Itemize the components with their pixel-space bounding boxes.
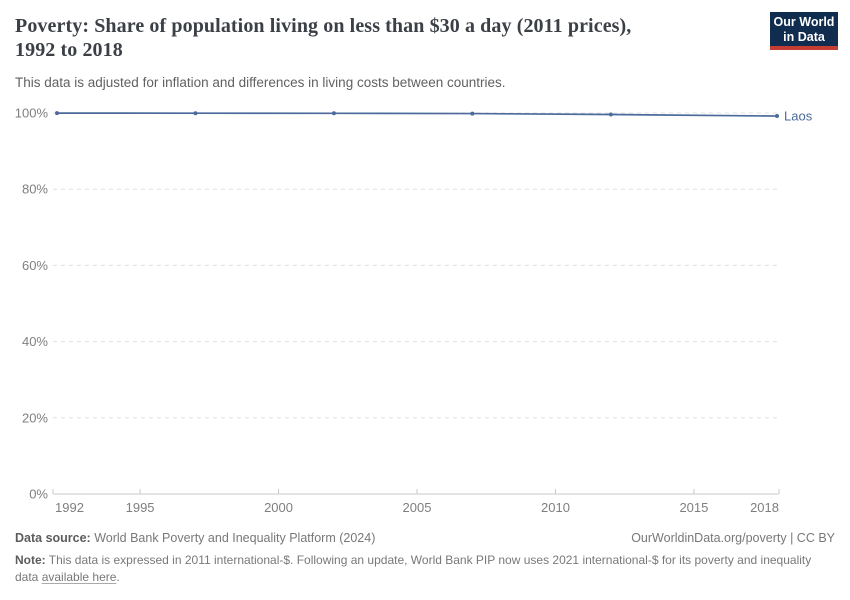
data-source-value: World Bank Poverty and Inequality Platfo… <box>90 531 376 545</box>
note-period: . <box>116 569 120 584</box>
y-tick-label-60: 60% <box>22 258 48 273</box>
x-tick-label-2000: 2000 <box>264 500 293 515</box>
chart-subtitle: This data is adjusted for inflation and … <box>15 75 506 90</box>
attribution: OurWorldinData.org/poverty | CC BY <box>631 531 835 545</box>
y-tick-label-20: 20% <box>22 410 48 425</box>
data-point-1992[interactable] <box>55 111 59 116</box>
series-line-laos[interactable] <box>56 112 778 117</box>
owid-logo[interactable]: Our World in Data <box>770 12 838 50</box>
data-point-2002[interactable] <box>331 111 336 116</box>
data-point-1997[interactable] <box>193 111 198 116</box>
data-source: Data source: World Bank Poverty and Ineq… <box>15 531 375 545</box>
footnote: Note: This data is expressed in 2011 int… <box>15 552 833 585</box>
available-here-link[interactable]: available here <box>41 569 117 584</box>
chart-footer: Data source: World Bank Poverty and Ineq… <box>15 531 835 585</box>
note-text: This data is expressed in 2011 internati… <box>15 553 812 584</box>
data-point-2018[interactable] <box>775 114 779 119</box>
x-tick-label-2015: 2015 <box>679 500 708 515</box>
owid-logo-line1: Our World <box>773 15 835 29</box>
x-tick-label-1995: 1995 <box>126 500 155 515</box>
y-tick-label-40: 40% <box>22 334 48 349</box>
y-tick-label-0: 0% <box>29 487 48 502</box>
data-point-2007[interactable] <box>470 111 475 116</box>
chart-title: Poverty: Share of population living on l… <box>15 15 632 61</box>
x-tick-label-2010: 2010 <box>541 500 570 515</box>
note-label: Note: <box>15 553 46 567</box>
y-tick-label-100: 100% <box>15 106 49 121</box>
data-point-2012[interactable] <box>608 112 613 117</box>
source-row: Data source: World Bank Poverty and Ineq… <box>15 531 835 545</box>
series-end-label[interactable]: Laos <box>784 109 813 124</box>
data-source-label: Data source: <box>15 531 91 545</box>
x-tick-label-1992: 1992 <box>55 500 84 515</box>
y-tick-label-80: 80% <box>22 182 48 197</box>
owid-logo-line2: in Data <box>783 30 825 44</box>
x-tick-label-2005: 2005 <box>403 500 432 515</box>
x-tick-label-2018: 2018 <box>750 500 779 515</box>
